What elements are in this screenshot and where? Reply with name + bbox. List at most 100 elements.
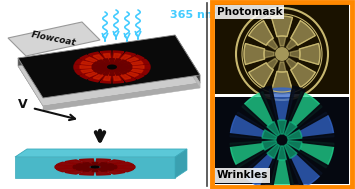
Polygon shape	[114, 55, 131, 66]
Polygon shape	[103, 54, 112, 65]
Polygon shape	[73, 165, 88, 167]
Bar	[215, 4, 349, 94]
Polygon shape	[262, 130, 277, 139]
Polygon shape	[75, 67, 109, 74]
Polygon shape	[290, 50, 300, 58]
Polygon shape	[86, 68, 109, 77]
Polygon shape	[112, 54, 121, 65]
Polygon shape	[114, 60, 127, 66]
Ellipse shape	[107, 64, 117, 70]
Polygon shape	[269, 88, 295, 121]
Polygon shape	[114, 68, 135, 82]
Polygon shape	[278, 120, 286, 134]
Polygon shape	[114, 62, 130, 67]
Polygon shape	[110, 59, 114, 66]
Polygon shape	[100, 69, 112, 83]
Polygon shape	[75, 60, 109, 67]
Polygon shape	[74, 65, 108, 69]
Polygon shape	[89, 68, 110, 82]
Polygon shape	[249, 63, 273, 87]
Polygon shape	[18, 58, 43, 106]
Polygon shape	[97, 68, 110, 74]
Polygon shape	[286, 39, 297, 50]
Polygon shape	[92, 163, 98, 166]
Polygon shape	[242, 153, 275, 188]
Polygon shape	[97, 163, 107, 166]
Bar	[215, 4, 349, 94]
Polygon shape	[8, 22, 100, 56]
Polygon shape	[284, 144, 297, 158]
Polygon shape	[259, 145, 281, 189]
Polygon shape	[267, 39, 278, 50]
Polygon shape	[267, 122, 280, 136]
Polygon shape	[56, 167, 87, 172]
Polygon shape	[286, 58, 297, 69]
Polygon shape	[249, 21, 273, 45]
Polygon shape	[115, 68, 138, 77]
Polygon shape	[115, 60, 149, 67]
Polygon shape	[284, 122, 297, 136]
Polygon shape	[175, 35, 200, 83]
Polygon shape	[264, 50, 274, 58]
Polygon shape	[113, 68, 121, 75]
Polygon shape	[76, 168, 90, 170]
Polygon shape	[299, 141, 334, 168]
Polygon shape	[56, 162, 87, 167]
Polygon shape	[116, 65, 150, 69]
Polygon shape	[269, 159, 295, 189]
Polygon shape	[115, 67, 149, 74]
Polygon shape	[278, 146, 286, 160]
Polygon shape	[103, 59, 111, 66]
Polygon shape	[86, 57, 109, 66]
Polygon shape	[289, 153, 322, 188]
Polygon shape	[103, 162, 133, 167]
Polygon shape	[105, 166, 135, 168]
Polygon shape	[43, 83, 200, 111]
Bar	[215, 97, 349, 184]
Polygon shape	[116, 67, 143, 73]
Polygon shape	[79, 169, 94, 175]
Ellipse shape	[90, 166, 100, 169]
Polygon shape	[291, 21, 315, 45]
Polygon shape	[112, 51, 124, 65]
Polygon shape	[81, 67, 108, 73]
Polygon shape	[113, 59, 121, 66]
Polygon shape	[100, 164, 114, 166]
Polygon shape	[83, 163, 93, 166]
Polygon shape	[230, 141, 265, 168]
Polygon shape	[283, 86, 305, 136]
Polygon shape	[283, 145, 305, 189]
Polygon shape	[55, 166, 85, 168]
Polygon shape	[115, 65, 132, 67]
Polygon shape	[278, 36, 286, 46]
Polygon shape	[73, 167, 88, 169]
Polygon shape	[287, 133, 337, 147]
Polygon shape	[100, 168, 114, 170]
Polygon shape	[100, 160, 125, 166]
Polygon shape	[65, 168, 90, 174]
Text: Photomask: Photomask	[217, 7, 282, 17]
Polygon shape	[299, 112, 334, 139]
Polygon shape	[103, 167, 133, 172]
Polygon shape	[102, 167, 117, 169]
Polygon shape	[15, 157, 175, 178]
Polygon shape	[234, 143, 278, 177]
Polygon shape	[286, 103, 330, 138]
Polygon shape	[267, 144, 280, 158]
Polygon shape	[18, 35, 200, 98]
Polygon shape	[95, 169, 111, 175]
Polygon shape	[93, 68, 110, 79]
Polygon shape	[93, 55, 110, 66]
Text: Photomask: Photomask	[217, 7, 282, 17]
Polygon shape	[94, 67, 110, 72]
Polygon shape	[287, 130, 302, 139]
Polygon shape	[287, 141, 302, 150]
Polygon shape	[81, 61, 108, 67]
Polygon shape	[97, 60, 110, 66]
Polygon shape	[115, 68, 144, 79]
Text: Wrinkles: Wrinkles	[217, 170, 268, 180]
Polygon shape	[286, 143, 330, 177]
Polygon shape	[102, 165, 117, 167]
Polygon shape	[289, 92, 322, 127]
Polygon shape	[112, 69, 121, 80]
